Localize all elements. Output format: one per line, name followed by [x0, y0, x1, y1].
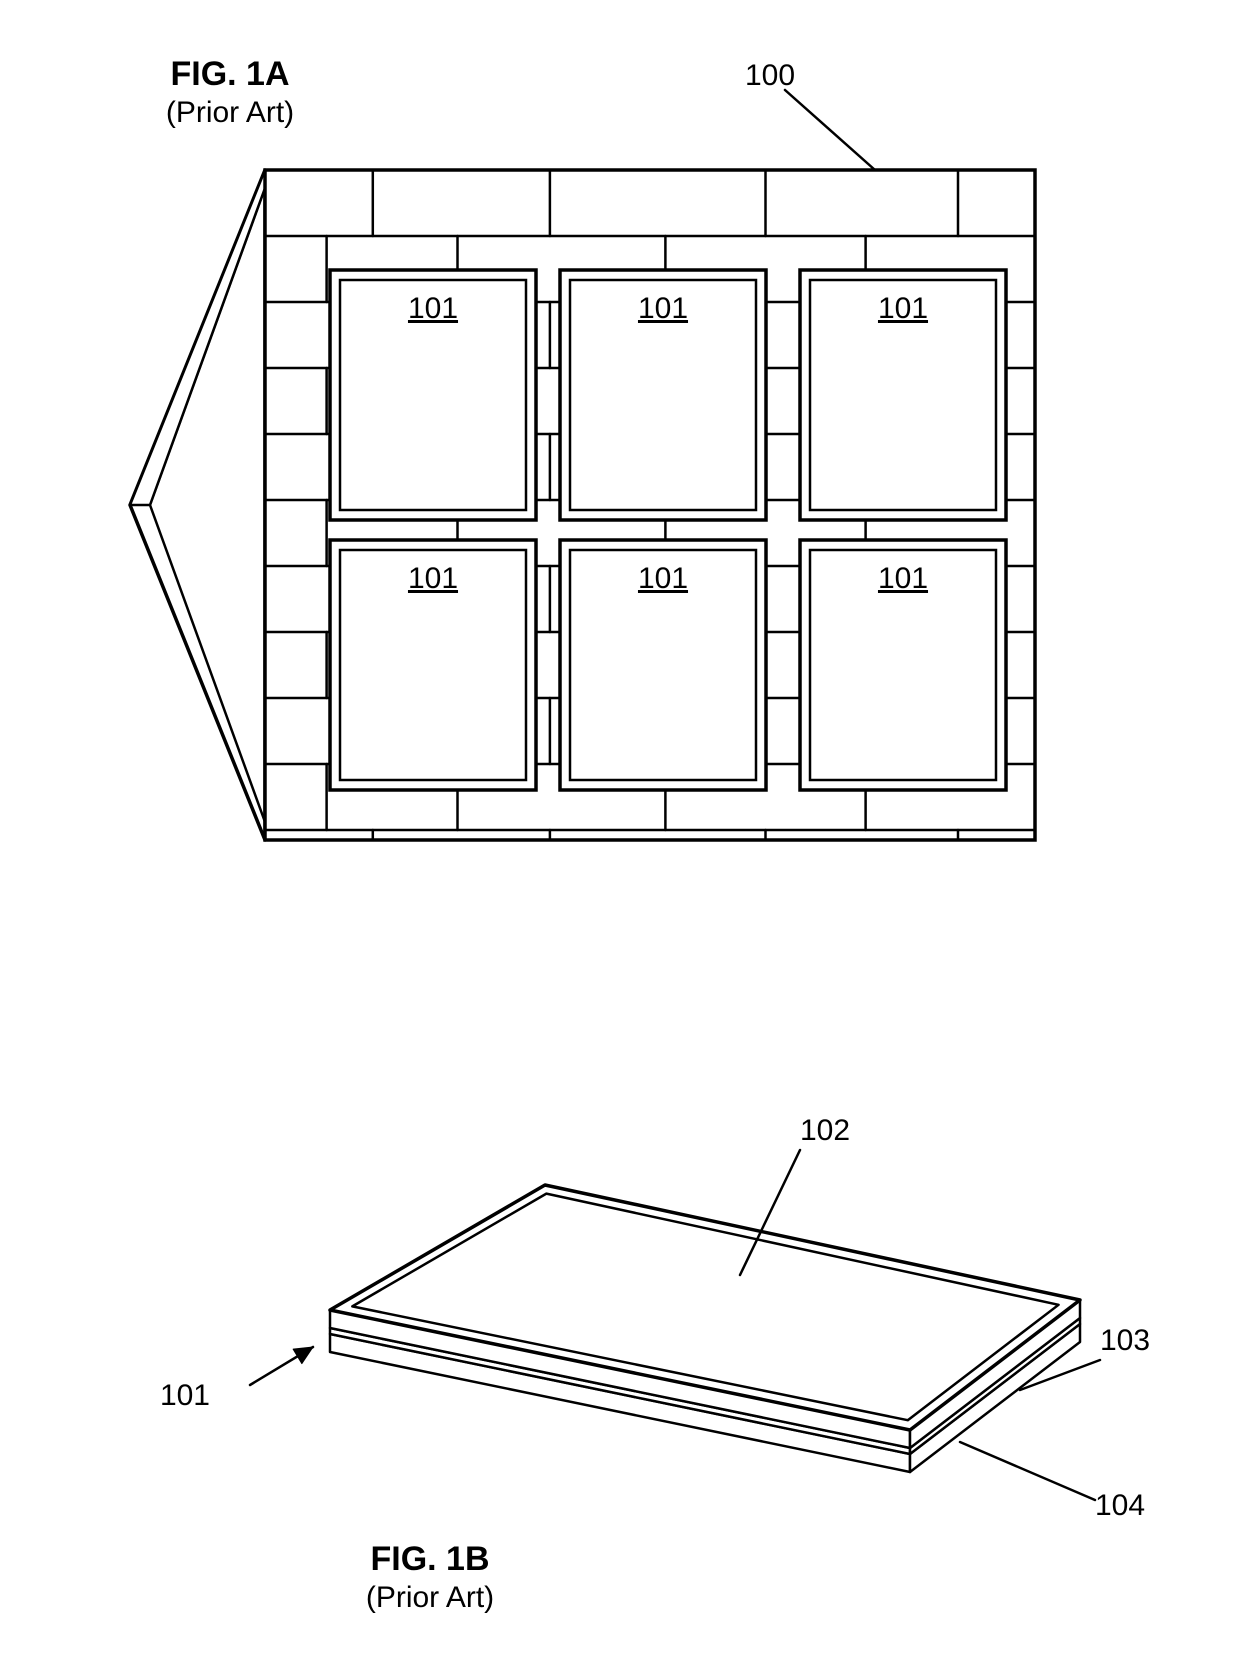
fig1a-subtitle: (Prior Art): [166, 96, 294, 129]
ref-104: 104: [1095, 1489, 1145, 1522]
panel-label: 101: [878, 292, 928, 325]
panel: 101: [800, 270, 1006, 520]
ref-103: 103: [1100, 1324, 1150, 1357]
fig-1b: FIG. 1B(Prior Art) 101 102 103 104: [160, 1114, 1150, 1614]
ref-100: 100: [745, 59, 795, 92]
panel: 101: [330, 270, 536, 520]
ref-102: 102: [800, 1114, 850, 1147]
panel-label: 101: [408, 562, 458, 595]
panel: 101: [800, 540, 1006, 790]
panel: 101: [560, 270, 766, 520]
panel: 101: [560, 540, 766, 790]
panel-label: 101: [638, 292, 688, 325]
panel-label: 101: [878, 562, 928, 595]
fig1b-title: FIG. 1B: [370, 1540, 489, 1578]
fig1b-subtitle: (Prior Art): [366, 1581, 494, 1614]
panel: 101: [330, 540, 536, 790]
fig-1a: FIG. 1A(Prior Art) 101 101 101 101 101 101 100: [130, 55, 1035, 840]
fig1a-title: FIG. 1A: [170, 55, 289, 93]
panel-label: 101: [408, 292, 458, 325]
panel-label: 101: [638, 562, 688, 595]
ref-101: 101: [160, 1379, 210, 1412]
